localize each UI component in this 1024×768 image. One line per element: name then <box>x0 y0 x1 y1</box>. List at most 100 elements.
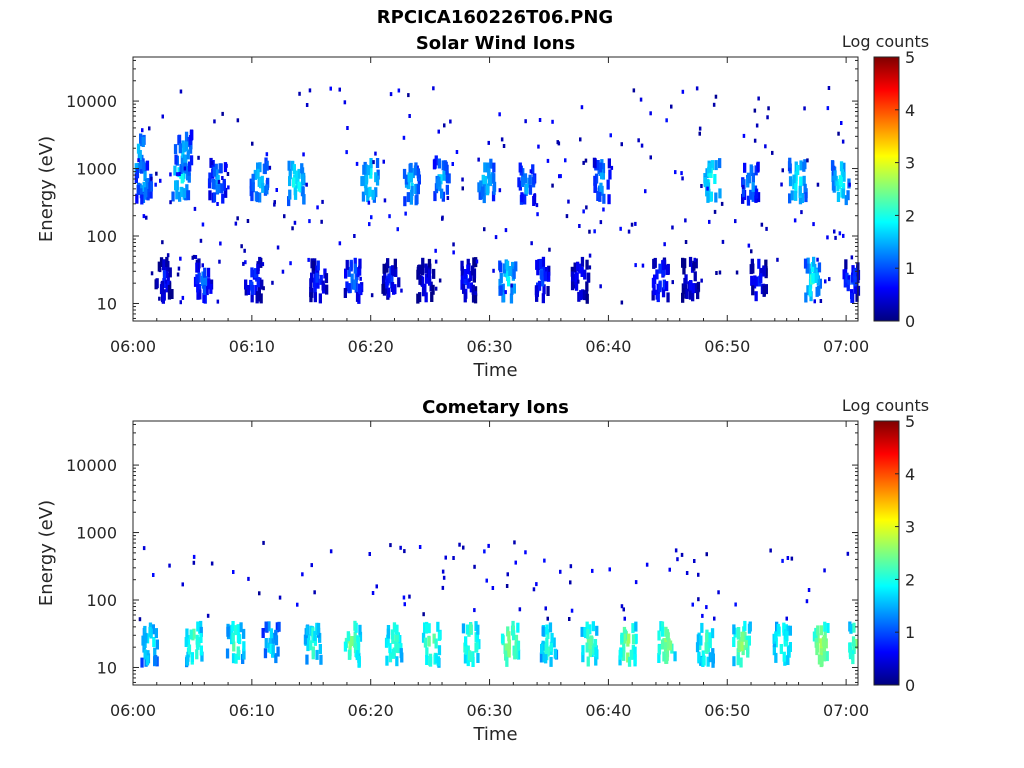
heatmap-cell <box>757 258 761 269</box>
heatmap-count <box>455 150 459 154</box>
heatmap-cell <box>512 283 516 294</box>
heatmap-cell <box>607 194 611 205</box>
heatmap-count <box>201 263 204 268</box>
heatmap-cell <box>507 639 511 650</box>
heatmap-cell <box>532 196 536 206</box>
heatmap-count <box>461 186 464 191</box>
heatmap-cell <box>826 623 830 633</box>
heatmap-count <box>244 260 247 265</box>
heatmap-cell <box>215 169 219 180</box>
heatmap-count <box>444 555 447 560</box>
heatmap-cell <box>473 293 478 304</box>
colorbar-tick-label: 1 <box>905 259 915 278</box>
heatmap-count <box>700 184 703 188</box>
heatmap-cell <box>311 627 315 638</box>
heatmap-cell <box>573 262 577 273</box>
heatmap-count <box>201 222 205 227</box>
heatmap-count <box>462 545 465 550</box>
heatmap-count <box>706 186 709 191</box>
heatmap-cell <box>543 271 547 282</box>
heatmap-cell <box>366 187 370 198</box>
heatmap-count <box>305 103 309 107</box>
heatmap-cell <box>313 265 318 276</box>
heatmap-count <box>568 617 571 621</box>
heatmap-cell <box>465 624 470 635</box>
heatmap-count <box>443 123 446 128</box>
heatmap-cell <box>441 191 445 202</box>
heatmap-count <box>194 255 198 259</box>
heatmap-cell <box>824 638 828 649</box>
heatmap-cell <box>316 260 320 271</box>
heatmap-cell <box>174 154 178 165</box>
heatmap-cell <box>306 641 310 652</box>
heatmap-count <box>645 562 649 567</box>
heatmap-cell <box>776 623 780 634</box>
heatmap-cell <box>502 263 506 274</box>
heatmap-count <box>329 86 332 91</box>
heatmap-cell <box>514 634 519 645</box>
heatmap-cell <box>142 161 146 172</box>
heatmap-cell <box>188 143 193 154</box>
heatmap-cell <box>598 191 602 202</box>
heatmap-cell <box>155 639 159 650</box>
heatmap-cell <box>238 634 242 645</box>
heatmap-cell <box>188 161 192 172</box>
heatmap-cell <box>683 277 687 288</box>
heatmap-cell <box>184 141 189 152</box>
heatmap-cell <box>184 131 189 142</box>
heatmap-count <box>346 126 349 130</box>
heatmap-count <box>221 176 224 180</box>
heatmap-count <box>355 161 359 166</box>
heatmap-count <box>640 143 644 148</box>
heatmap-count <box>546 158 550 163</box>
heatmap-cell <box>297 181 301 192</box>
heatmap-cell <box>427 258 432 269</box>
heatmap-cell <box>759 273 763 284</box>
heatmap-cell <box>804 292 808 303</box>
heatmap-count <box>753 108 757 113</box>
heatmap-cell <box>154 655 158 665</box>
heatmap-cell <box>394 640 398 651</box>
heatmap-cell <box>143 649 147 660</box>
heatmap-cell <box>187 172 191 183</box>
heatmap-count <box>693 257 696 262</box>
heatmap-count <box>452 242 455 247</box>
heatmap-cell <box>800 193 805 203</box>
heatmap-count <box>301 572 304 577</box>
heatmap-cell <box>471 284 475 295</box>
heatmap-count <box>701 613 704 618</box>
heatmap-cell <box>542 284 546 295</box>
heatmap-count <box>434 259 438 264</box>
heatmap-count <box>141 128 144 133</box>
colorbar-tick-label: 5 <box>905 48 915 67</box>
heatmap-cell <box>501 283 505 294</box>
heatmap-cell <box>387 273 391 284</box>
heatmap-count <box>557 141 561 146</box>
heatmap-cell <box>499 273 503 283</box>
heatmap-count <box>734 602 737 607</box>
heatmap-cell <box>207 278 211 289</box>
heatmap-cell <box>751 182 755 192</box>
heatmap-count <box>700 278 703 283</box>
heatmap-cell <box>544 653 548 664</box>
heatmap-cell <box>300 163 304 174</box>
heatmap-cell <box>471 292 476 303</box>
heatmap-cell <box>305 654 309 665</box>
heatmap-cell <box>703 177 707 188</box>
heatmap-cell <box>432 268 436 279</box>
heatmap-cell <box>782 622 786 633</box>
heatmap-cell <box>482 193 486 204</box>
heatmap-count <box>620 142 623 147</box>
heatmap-count <box>623 616 626 621</box>
heatmap-cell <box>846 281 850 292</box>
heatmap-cell <box>174 180 178 191</box>
heatmap-cell <box>141 137 145 147</box>
heatmap-cell <box>469 623 473 634</box>
heatmap-cell <box>518 180 522 191</box>
heatmap-count <box>580 105 584 110</box>
heatmap-cell <box>500 633 505 644</box>
heatmap-cell <box>472 257 476 268</box>
heatmap-cell <box>537 280 542 291</box>
heatmap-cell <box>180 173 184 184</box>
heatmap-cell <box>528 184 533 195</box>
